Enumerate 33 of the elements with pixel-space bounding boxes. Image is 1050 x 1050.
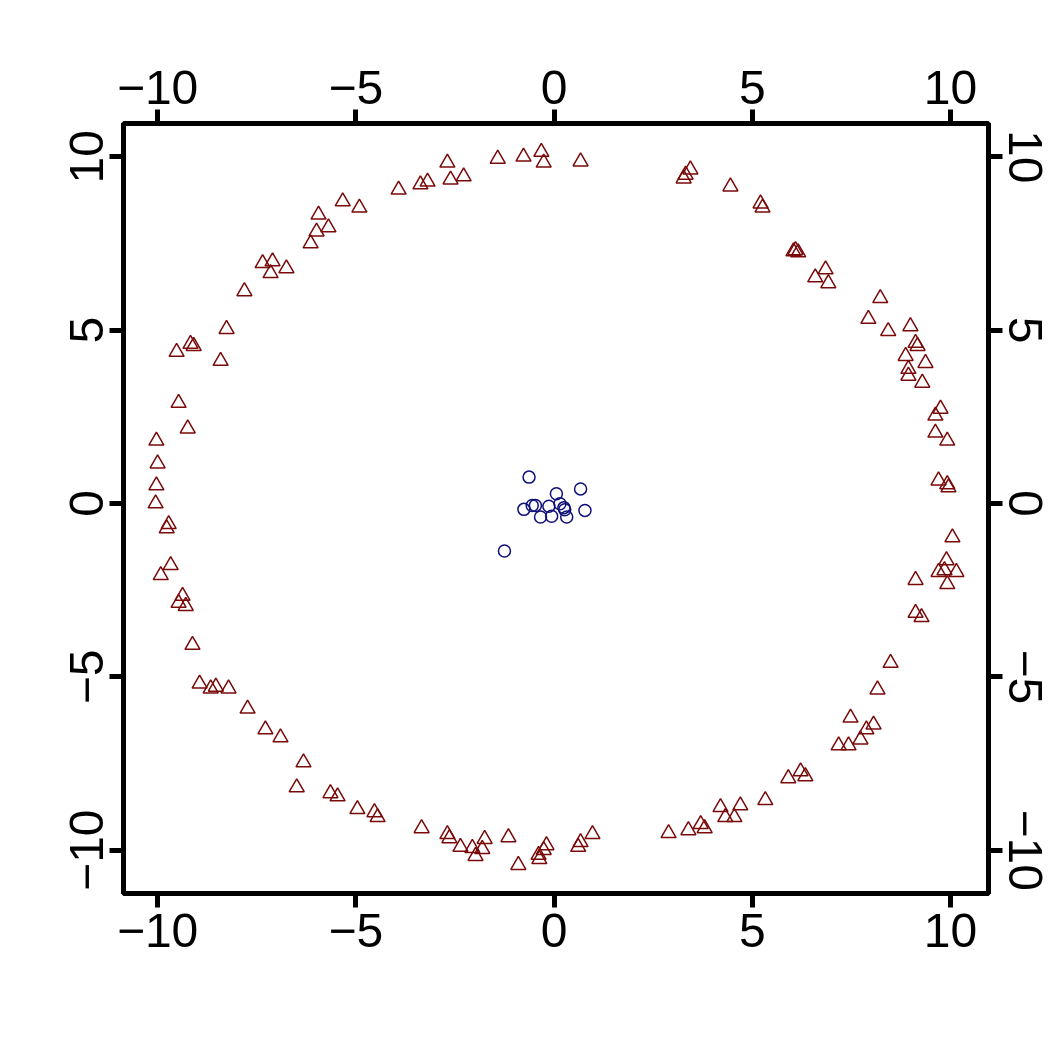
x2-tick-label: 5 — [738, 60, 766, 114]
y-tick-label: −5 — [60, 649, 114, 705]
x-tick-label: 5 — [738, 903, 766, 957]
y2-tick-label: −5 — [998, 649, 1050, 705]
point — [522, 470, 536, 484]
point — [544, 509, 559, 524]
point — [559, 510, 574, 524]
x-tick-label: 10 — [923, 903, 978, 957]
x-tick-label: −5 — [328, 903, 384, 957]
point — [517, 502, 531, 517]
x-tick-label: 0 — [540, 903, 568, 957]
y-tick-label: 5 — [60, 316, 114, 344]
y2-tick-label: 5 — [998, 316, 1050, 344]
y2-tick-label: −10 — [998, 809, 1050, 891]
point — [549, 487, 564, 501]
point — [578, 503, 592, 518]
point — [542, 499, 556, 513]
y2-tick-label: 10 — [998, 130, 1050, 184]
point — [553, 497, 567, 511]
x2-tick-label: 0 — [540, 60, 568, 114]
y-tick-label: 10 — [60, 130, 114, 184]
y-tick-label: −10 — [60, 809, 114, 891]
x-tick-label: −10 — [116, 903, 199, 957]
point — [533, 510, 548, 524]
point — [525, 498, 539, 513]
x2-tick-label: 10 — [923, 60, 978, 114]
point — [573, 482, 588, 496]
point — [528, 498, 543, 513]
y-tick-label: 0 — [60, 490, 114, 517]
x2-tick-label: −5 — [328, 60, 384, 114]
y2-tick-label: 0 — [998, 490, 1050, 517]
point — [497, 544, 512, 558]
x2-tick-label: −10 — [116, 60, 199, 114]
